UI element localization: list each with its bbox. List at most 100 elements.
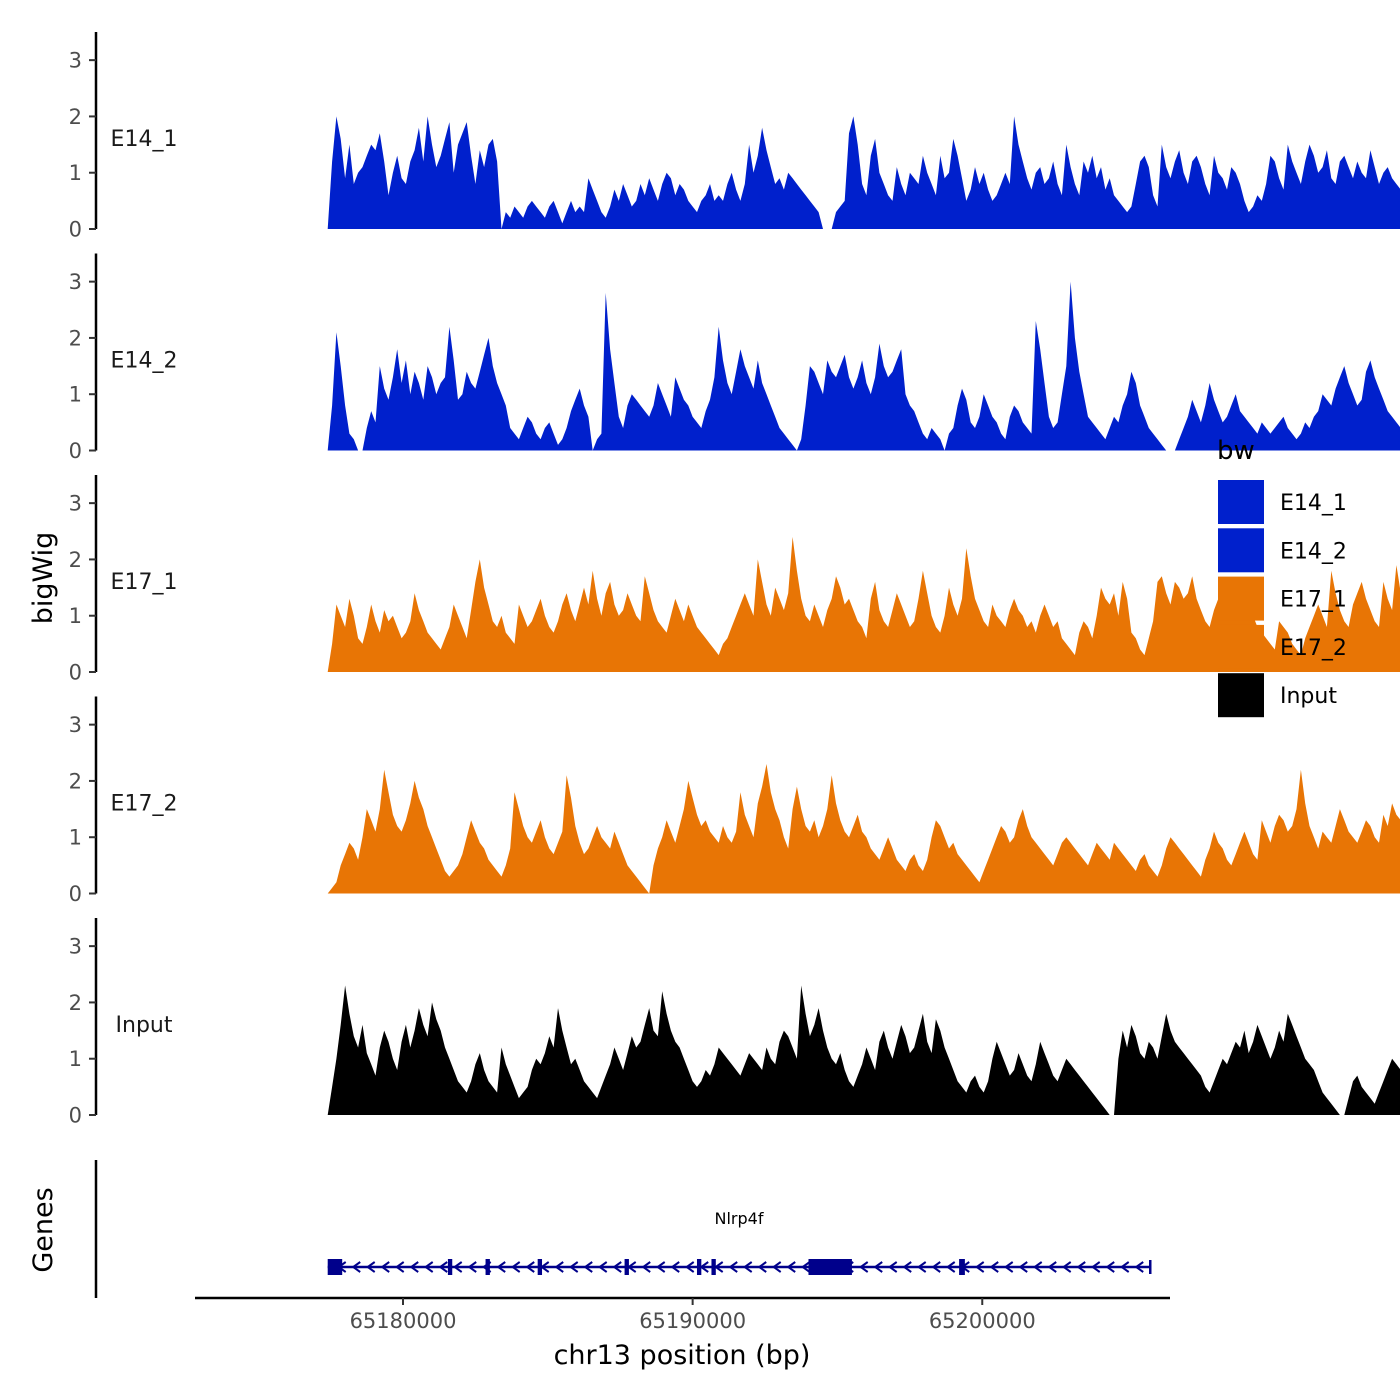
track-label-E14_1: E14_1 xyxy=(111,127,178,152)
strand-arrow xyxy=(1076,1261,1086,1273)
exon-1 xyxy=(327,1259,343,1275)
strand-arrow xyxy=(1119,1261,1130,1273)
legend-swatch-E14_1 xyxy=(1218,480,1264,524)
exon-9 xyxy=(959,1259,965,1275)
y-tick-label-E14_1-2: 2 xyxy=(69,105,82,129)
genes-panel: Genes Nlrp4f xyxy=(28,1160,1152,1298)
strand-arrow xyxy=(655,1261,666,1273)
strand-arrow xyxy=(496,1261,506,1273)
legend-swatch-E14_2 xyxy=(1218,528,1264,573)
strand-arrow xyxy=(409,1261,419,1273)
legend-label-E17_1: E17_1 xyxy=(1280,588,1347,613)
strand-arrow xyxy=(757,1261,767,1273)
exon-8 xyxy=(808,1259,852,1275)
strand-arrow xyxy=(554,1261,564,1273)
y-tick-label-E17_2-0: 0 xyxy=(69,882,82,906)
x-tick-label-65190000: 65190000 xyxy=(639,1309,746,1333)
strand-arrow xyxy=(873,1261,883,1273)
y-tick-label-E17_1-2: 2 xyxy=(69,548,82,572)
strand-arrow xyxy=(931,1261,941,1273)
y-tick-label-E17_2-3: 3 xyxy=(69,713,82,737)
strand-arrow xyxy=(568,1261,579,1273)
area-E17_2 xyxy=(327,764,1400,894)
strand-arrow xyxy=(1105,1261,1115,1273)
genes-axis-title: Genes xyxy=(28,1187,59,1272)
strand-arrow xyxy=(452,1261,463,1273)
strand-arrow xyxy=(1090,1261,1101,1273)
y-tick-label-E17_1-1: 1 xyxy=(69,604,82,628)
exon-2 xyxy=(447,1259,453,1275)
y-tick-label-Input-1: 1 xyxy=(69,1047,82,1071)
strand-arrow xyxy=(858,1261,869,1273)
strand-arrow xyxy=(510,1261,521,1273)
strand-arrow xyxy=(1134,1261,1144,1273)
area-Input xyxy=(327,985,1400,1115)
y-tick-label-E14_1-3: 3 xyxy=(69,49,82,73)
legend-swatch-E17_2 xyxy=(1218,624,1264,669)
exon-5 xyxy=(624,1259,629,1275)
exon-6 xyxy=(696,1259,702,1275)
legend-label-E17_2: E17_2 xyxy=(1280,636,1347,661)
y-tick-label-E14_2-0: 0 xyxy=(69,439,82,463)
x-tick-label-65200000: 65200000 xyxy=(929,1309,1036,1333)
track-Input: 0 1 2 3 Input xyxy=(69,918,1400,1128)
y-tick-label-E17_2-2: 2 xyxy=(69,769,82,793)
y-tick-label-E17_1-3: 3 xyxy=(69,492,82,516)
y-tick-label-E14_2-2: 2 xyxy=(69,326,82,350)
gene-name-label: Nlrp4f xyxy=(715,1209,764,1228)
strand-arrow xyxy=(800,1261,811,1273)
track-label-E17_2: E17_2 xyxy=(111,791,178,816)
strand-arrow xyxy=(1032,1261,1043,1273)
strand-arrow xyxy=(612,1261,622,1273)
exon-7 xyxy=(711,1259,716,1275)
exon-4 xyxy=(537,1259,543,1275)
gene-model xyxy=(327,1259,1152,1275)
strand-arrow xyxy=(583,1261,593,1273)
track-label-E14_2: E14_2 xyxy=(111,348,178,373)
strand-arrow xyxy=(1061,1261,1072,1273)
strand-arrow xyxy=(670,1261,680,1273)
legend-label-Input: Input xyxy=(1280,684,1337,709)
y-tick-label-Input-2: 2 xyxy=(69,991,82,1015)
strand-arrow xyxy=(1003,1261,1014,1273)
track-E17_2: 0 1 2 3 E17_2 xyxy=(69,696,1400,906)
strand-arrow xyxy=(902,1261,912,1273)
x-tick-label-65180000: 65180000 xyxy=(350,1309,457,1333)
legend-swatch-Input xyxy=(1218,673,1264,718)
y-tick-label-E14_2-3: 3 xyxy=(69,270,82,294)
strand-arrow xyxy=(1018,1261,1028,1273)
strand-arrow xyxy=(786,1261,796,1273)
area-E14_1 xyxy=(327,116,1400,229)
strand-arrow xyxy=(742,1261,753,1273)
track-label-E17_1: E17_1 xyxy=(111,570,178,595)
strand-arrow xyxy=(423,1261,434,1273)
strand-arrow xyxy=(684,1261,695,1273)
strand-arrow xyxy=(916,1261,927,1273)
y-tick-label-Input-0: 0 xyxy=(69,1104,82,1128)
y-tick-label-E14_1-1: 1 xyxy=(69,161,82,185)
legend: bw E14_1 E14_2 E17_1 E17_2 Input xyxy=(1217,436,1347,718)
strand-arrow xyxy=(380,1261,390,1273)
y-tick-label-Input-3: 3 xyxy=(69,935,82,959)
track-label-Input: Input xyxy=(116,1013,173,1038)
track-E14_1: 0 1 2 3 E14_1 xyxy=(69,32,1400,242)
strand-arrow xyxy=(365,1261,376,1273)
y-tick-label-E14_1-0: 0 xyxy=(69,218,82,242)
strand-arrow xyxy=(394,1261,405,1273)
strand-arrow xyxy=(467,1261,477,1273)
bigwig-tracks: 0 1 2 3 E14_1 0 1 2 3 E14_2 0 1 2 3 E17_1 0 1 2 3 E17_2 0 1 2 3… xyxy=(69,32,1400,1128)
y-tick-label-E14_2-1: 1 xyxy=(69,383,82,407)
y-tick-label-E17_1-0: 0 xyxy=(69,661,82,685)
area-E17_1 xyxy=(327,536,1400,672)
strand-arrow xyxy=(438,1261,448,1273)
track-E14_2: 0 1 2 3 E14_2 xyxy=(69,253,1400,463)
y-tick-label-E17_2-1: 1 xyxy=(69,826,82,850)
x-axis: 65180000 65190000 65200000 xyxy=(195,1296,1170,1333)
track-E17_1: 0 1 2 3 E17_1 xyxy=(69,475,1400,685)
strand-arrow xyxy=(728,1261,738,1273)
legend-label-E14_2: E14_2 xyxy=(1280,539,1347,564)
strand-arrow xyxy=(887,1261,898,1273)
strand-arrow xyxy=(945,1261,956,1273)
